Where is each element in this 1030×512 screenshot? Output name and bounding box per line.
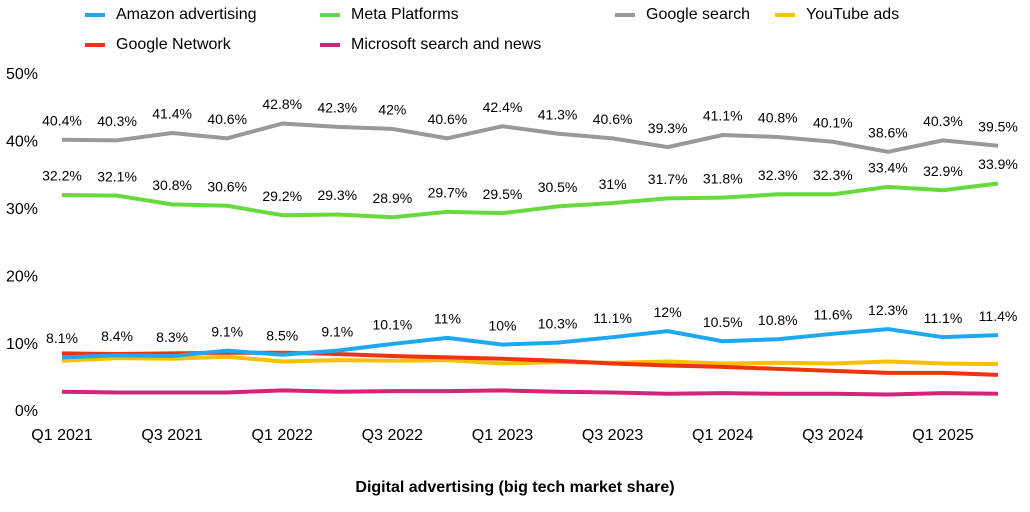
data-label: 28.9% — [373, 190, 413, 206]
data-label: 8.5% — [266, 327, 298, 343]
x-tick-label: Q3 2024 — [802, 427, 863, 444]
x-axis-title: Digital advertising (big tech market sha… — [355, 479, 674, 496]
legend-label: Meta Platforms — [351, 6, 459, 23]
data-label: 9.1% — [211, 323, 243, 339]
data-label: 8.4% — [101, 328, 133, 344]
data-label: 41.1% — [703, 108, 743, 124]
data-label: 10.1% — [373, 317, 413, 333]
data-label: 32.1% — [97, 168, 137, 184]
data-label: 39.5% — [978, 118, 1018, 134]
data-label: 29.3% — [317, 187, 357, 203]
data-label: 33.4% — [868, 160, 908, 176]
y-tick-label: 30% — [6, 201, 38, 218]
data-label: 32.9% — [923, 163, 963, 179]
x-tick-label: Q1 2022 — [252, 427, 313, 444]
y-tick-label: 0% — [15, 403, 38, 420]
data-label: 10.5% — [703, 314, 743, 330]
series-line — [61, 121, 999, 154]
data-label: 30.8% — [152, 177, 192, 193]
y-tick-label: 20% — [6, 268, 38, 285]
data-label: 40.3% — [923, 113, 963, 129]
series-line — [61, 388, 999, 397]
series-line — [61, 181, 999, 220]
data-label: 8.1% — [46, 330, 78, 346]
data-label: 31% — [599, 176, 627, 192]
legend-label: Google search — [646, 6, 750, 23]
x-tick-label: Q1 2021 — [31, 427, 92, 444]
data-label: 42.3% — [317, 100, 357, 116]
x-tick-label: Q3 2021 — [141, 427, 202, 444]
data-label: 10% — [488, 317, 516, 333]
y-tick-label: 50% — [6, 66, 38, 83]
data-label: 31.7% — [648, 171, 688, 187]
series-line — [61, 327, 999, 360]
y-tick-label: 40% — [6, 134, 38, 151]
data-label: 8.3% — [156, 329, 188, 345]
data-label: 10.3% — [538, 315, 578, 331]
data-label: 30.5% — [538, 179, 578, 195]
data-label: 42.8% — [262, 96, 302, 112]
legend-label: YouTube ads — [806, 6, 899, 23]
data-label: 40.6% — [428, 111, 468, 127]
data-label: 42.4% — [483, 99, 523, 115]
x-tick-label: Q1 2025 — [912, 427, 973, 444]
data-label: 30.6% — [207, 178, 247, 194]
data-label: 12.3% — [868, 302, 908, 318]
x-tick-label: Q3 2022 — [362, 427, 423, 444]
data-label: 11.1% — [593, 310, 632, 326]
data-label: 29.5% — [483, 186, 523, 202]
legend-label: Microsoft search and news — [351, 36, 541, 53]
data-label: 41.3% — [538, 106, 578, 122]
data-label: 33.9% — [978, 156, 1018, 172]
data-label: 40.6% — [207, 111, 247, 127]
x-tick-label: Q1 2024 — [692, 427, 753, 444]
data-label: 11.4% — [979, 308, 1018, 324]
data-label: 29.2% — [262, 188, 302, 204]
legend-label: Google Network — [116, 36, 232, 53]
data-label: 29.7% — [428, 185, 468, 201]
data-label: 12% — [654, 304, 682, 320]
data-label: 32.3% — [813, 167, 853, 183]
data-label: 11.1% — [924, 310, 963, 326]
data-label: 38.6% — [868, 125, 908, 141]
data-label: 39.3% — [648, 120, 688, 136]
y-tick-label: 10% — [6, 336, 38, 353]
data-label: 40.3% — [97, 113, 137, 129]
legend-label: Amazon advertising — [116, 6, 257, 23]
data-label: 31.8% — [703, 170, 743, 186]
data-label: 40.8% — [758, 110, 798, 126]
data-label: 40.4% — [42, 112, 82, 128]
data-label: 40.6% — [593, 111, 633, 127]
data-label: 9.1% — [321, 323, 353, 339]
x-tick-label: Q1 2023 — [472, 427, 533, 444]
data-label: 10.8% — [758, 312, 798, 328]
series-line — [61, 354, 999, 367]
data-label: 42% — [378, 102, 406, 118]
data-label: 32.2% — [42, 168, 82, 184]
x-tick-label: Q3 2023 — [582, 427, 643, 444]
data-label: 11.6% — [814, 307, 853, 323]
data-label: 41.4% — [152, 106, 192, 122]
data-label: 32.3% — [758, 167, 798, 183]
data-label: 40.1% — [813, 114, 853, 130]
data-label: 11% — [434, 311, 461, 327]
